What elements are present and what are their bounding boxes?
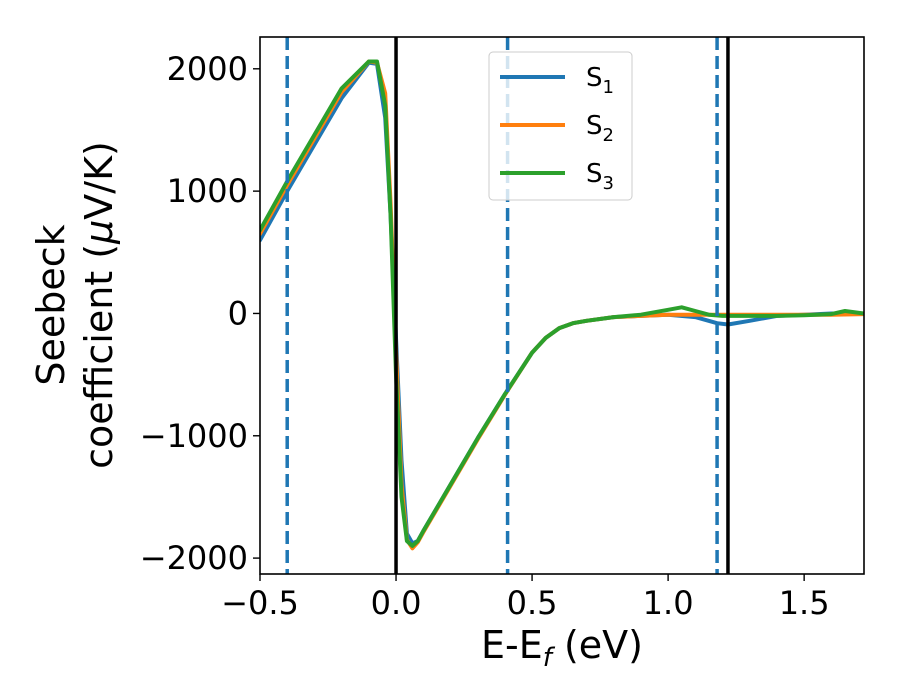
x-tick-label: 0.5 — [507, 584, 558, 622]
y-tick-label: −2000 — [140, 539, 248, 577]
legend-entries: S1 S2 S3 — [500, 63, 614, 194]
series-layer — [260, 59, 864, 551]
legend-label-s1: S1 — [586, 63, 614, 98]
plot-frame — [259, 36, 865, 575]
legend-label-s2: S2 — [586, 111, 614, 146]
y-axis-ticks: −2000 −1000 0 1000 2000 — [140, 50, 260, 577]
legend: S1 S2 S3 — [488, 51, 633, 201]
x-axis-ticks: −0.5 0.0 0.5 1.0 1.5 — [221, 574, 830, 622]
vline-layer — [285, 37, 730, 574]
x-tick-label: 0.0 — [371, 584, 422, 622]
x-tick-label: 1.5 — [779, 584, 830, 622]
y-tick-label: −1000 — [140, 417, 248, 455]
legend-label-s3: S3 — [586, 159, 614, 194]
y-tick-label: 2000 — [167, 50, 248, 88]
series-line-s3 — [260, 59, 864, 548]
y-axis-label-line2: coefficient (μV/K) — [77, 141, 121, 469]
x-axis-label: E-Ef (eV) — [481, 623, 643, 673]
y-axis-label-line1: Seebeck — [29, 224, 73, 385]
x-tick-label: −0.5 — [221, 584, 299, 622]
y-tick-label: 1000 — [167, 172, 248, 210]
y-tick-label: 0 — [228, 294, 248, 332]
x-tick-label: 1.0 — [643, 584, 694, 622]
